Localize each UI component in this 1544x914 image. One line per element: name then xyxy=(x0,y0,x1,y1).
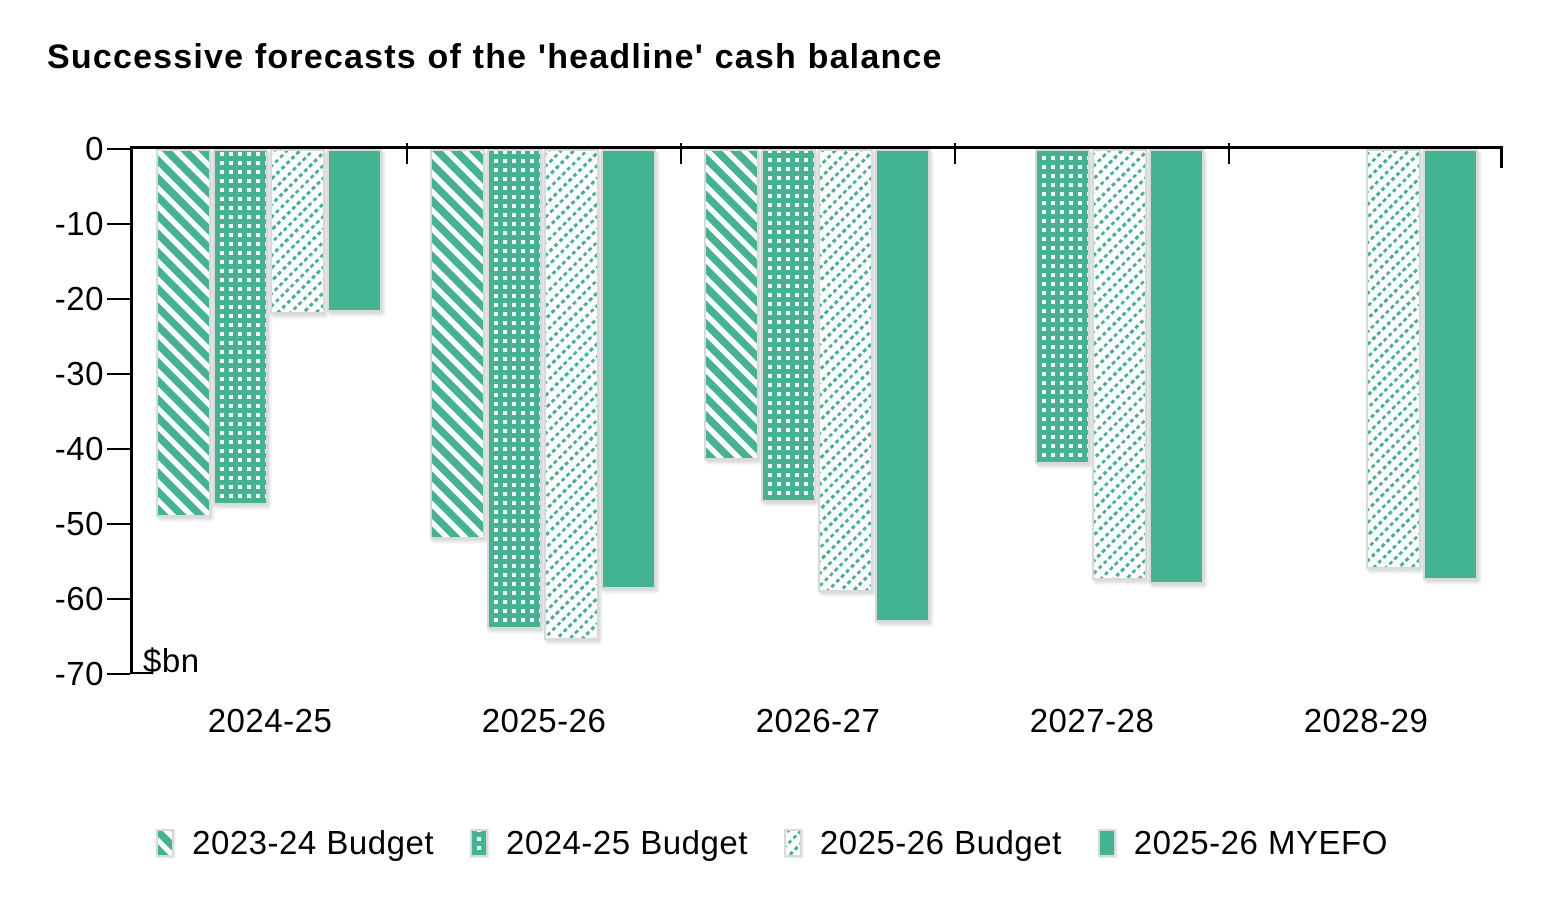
bar-2024-25-budget-2027-28 xyxy=(1035,149,1090,464)
bar-2023-24-budget-2025-26 xyxy=(430,149,485,539)
y-tick xyxy=(107,523,130,525)
bar-2025-26-myefo-2027-28 xyxy=(1149,149,1204,584)
y-tick-label: -20 xyxy=(54,280,104,317)
y-tick xyxy=(107,673,130,675)
y-tick-label: 0 xyxy=(85,130,104,167)
y-tick-label: -70 xyxy=(54,655,104,692)
legend-label: 2023-24 Budget xyxy=(192,824,434,861)
x-category-label: 2026-27 xyxy=(755,702,881,739)
y-tick xyxy=(107,448,130,450)
bar-2025-26-budget-2024-25 xyxy=(270,149,325,314)
y-tick-label: -60 xyxy=(54,580,104,617)
legend-item-2023-24-budget: 2023-24 Budget xyxy=(156,824,434,862)
bar-2024-25-budget-2024-25 xyxy=(213,149,268,505)
bar-2023-24-budget-2026-27 xyxy=(704,149,759,460)
x-axis-end-cap xyxy=(1500,146,1503,168)
y-tick xyxy=(107,223,130,225)
legend-label: 2025-26 MYEFO xyxy=(1133,824,1388,861)
y-tick-label: -50 xyxy=(54,505,104,542)
legend-item-2025-26-budget: 2025-26 Budget xyxy=(783,824,1062,862)
bar-2025-26-budget-2025-26 xyxy=(544,149,599,640)
legend-item-2024-25-budget: 2024-25 Budget xyxy=(470,824,748,862)
legend-swatch-dotted-grid xyxy=(470,829,488,857)
legend-label: 2024-25 Budget xyxy=(506,824,748,861)
bar-2023-24-budget-2024-25 xyxy=(156,149,211,517)
y-axis-unit-label: $bn xyxy=(143,642,200,679)
bar-2025-26-budget-2027-28 xyxy=(1092,149,1147,580)
x-category-label: 2025-26 xyxy=(481,702,607,739)
legend-swatch-diagonal-light xyxy=(783,829,802,857)
y-tick-label: -40 xyxy=(54,430,104,467)
legend-swatch-diagonal-heavy xyxy=(156,829,175,857)
bar-2024-25-budget-2026-27 xyxy=(761,149,816,502)
x-category-label: 2027-28 xyxy=(1029,702,1155,739)
y-tick xyxy=(107,598,130,600)
legend-swatch-solid xyxy=(1097,829,1116,857)
y-tick-label: -10 xyxy=(54,205,104,242)
y-tick-label: -30 xyxy=(54,355,104,392)
bar-2025-26-myefo-2025-26 xyxy=(601,149,656,589)
x-category-label: 2024-25 xyxy=(207,702,333,739)
bar-2025-26-myefo-2028-29 xyxy=(1423,149,1478,580)
x-axis-line xyxy=(130,146,1503,149)
x-axis-category-tick xyxy=(954,143,956,164)
x-axis-category-tick xyxy=(1228,143,1230,164)
y-tick xyxy=(107,298,130,300)
bar-2025-26-myefo-2024-25 xyxy=(327,149,382,312)
y-axis-end-cap xyxy=(130,672,152,674)
x-axis-category-tick xyxy=(680,143,682,164)
y-tick xyxy=(107,373,130,375)
bar-2025-26-myefo-2026-27 xyxy=(875,149,930,622)
bar-2024-25-budget-2025-26 xyxy=(487,149,542,629)
legend-label: 2025-26 Budget xyxy=(819,824,1062,861)
x-category-label: 2028-29 xyxy=(1303,702,1429,739)
bar-2025-26-budget-2026-27 xyxy=(818,149,873,592)
bar-2025-26-budget-2028-29 xyxy=(1366,149,1421,569)
legend-item-2025-26-myefo: 2025-26 MYEFO xyxy=(1097,824,1388,862)
x-axis-category-tick xyxy=(406,143,408,164)
chart-title: Successive forecasts of the 'headline' c… xyxy=(47,38,943,76)
legend: 2023-24 Budget 2024-25 Budget 2025-26 Budg… xyxy=(0,824,1544,862)
y-tick xyxy=(107,148,130,150)
y-axis-line xyxy=(130,146,133,674)
